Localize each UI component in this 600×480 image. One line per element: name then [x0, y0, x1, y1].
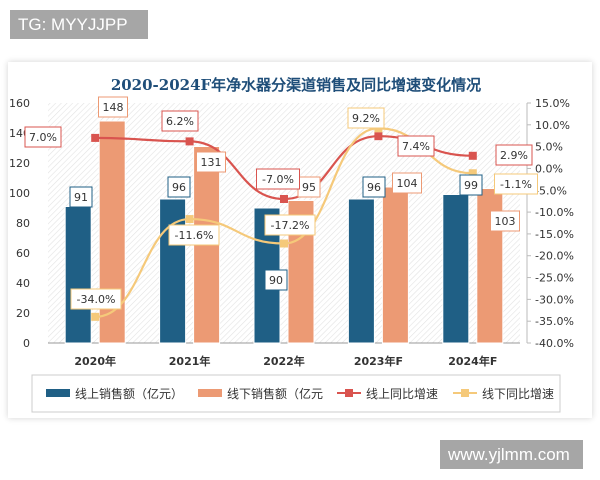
online-growth-data-label: -7.0%	[262, 173, 294, 186]
online-growth-data-label-box	[256, 168, 300, 190]
offline-sales-data-label-box	[196, 151, 226, 173]
online-growth-data-label: 7.0%	[29, 131, 57, 144]
left-axis-tick-label: 40	[16, 277, 30, 290]
legend-label: 线下同比增速	[482, 387, 554, 401]
online-sales-bar	[64, 206, 92, 344]
online-sales-data-label: 96	[367, 181, 381, 194]
right-axis-tick-label: -30.0%	[535, 293, 574, 306]
online-growth-data-label: 7.4%	[402, 140, 430, 153]
right-axis-tick-label: -5.0%	[535, 184, 567, 197]
offline-growth-data-label-box	[347, 107, 385, 129]
online-sales-data-label: 91	[74, 191, 88, 204]
online-sales-data-label-box	[459, 174, 483, 196]
right-axis-tick-label: 5.0%	[535, 141, 563, 154]
offline-sales-data-label: 131	[201, 156, 222, 169]
right-axis-tick-label: -25.0%	[535, 272, 574, 285]
left-axis-tick-label: 160	[9, 97, 30, 110]
x-axis-tick-label: 2023年F	[354, 354, 403, 368]
online-growth-marker	[374, 132, 383, 141]
online-sales-data-label: 96	[172, 181, 186, 194]
offline-growth-marker	[280, 239, 288, 248]
online-growth-data-label-box	[397, 135, 435, 157]
online-sales-data-label: 90	[269, 274, 283, 287]
x-axis-tick-label: 2022年	[263, 354, 305, 368]
offline-sales-data-label-box	[392, 172, 422, 194]
offline-growth-data-label: 9.2%	[352, 112, 380, 125]
left-axis-tick-label: 0	[23, 337, 30, 350]
offline-growth-marker	[91, 312, 100, 321]
offline-growth-data-label: -17.2%	[271, 219, 310, 232]
left-axis-tick-label: 80	[16, 217, 30, 230]
legend-swatch	[198, 389, 222, 397]
online-sales-data-label-box	[264, 269, 288, 291]
online-growth-data-label-box	[24, 126, 62, 148]
online-growth-marker	[280, 195, 288, 203]
left-axis-tick-label: 100	[9, 187, 30, 200]
offline-sales-data-label: 95	[302, 181, 316, 194]
offline-growth-data-label: -11.6%	[175, 229, 214, 242]
offline-growth-marker	[468, 169, 477, 178]
legend-label: 线下销售额（亿元	[227, 386, 323, 401]
online-sales-bar	[347, 198, 375, 344]
watermark-top-left: TG: MYYJJPP	[10, 10, 148, 39]
offline-sales-bar	[98, 120, 126, 344]
offline-growth-data-label-box	[264, 214, 316, 236]
offline-growth-data-label-box	[168, 224, 220, 246]
offline-sales-data-label: 103	[495, 215, 516, 228]
offline-growth-marker	[185, 215, 194, 224]
right-axis-tick-label: 15.0%	[535, 97, 570, 110]
right-axis-tick-label: -10.0%	[535, 206, 574, 219]
left-axis-tick-label: 120	[9, 157, 30, 170]
online-sales-data-label: 99	[464, 179, 478, 192]
offline-growth-data-label: -34.0%	[77, 293, 116, 306]
online-sales-bar	[442, 194, 470, 344]
right-axis-tick-label: 0.0%	[535, 162, 563, 175]
online-growth-marker	[185, 137, 194, 146]
right-axis-tick-label: -35.0%	[535, 315, 574, 328]
legend-label: 线上销售额（亿元）	[75, 386, 183, 401]
online-sales-data-label-box	[69, 186, 93, 208]
offline-growth-data-label: -1.1%	[500, 178, 532, 191]
online-sales-data-label-box	[362, 176, 386, 198]
right-axis-tick-label: -20.0%	[535, 250, 574, 263]
right-axis-tick-label: -40.0%	[535, 337, 574, 350]
left-axis-tick-label: 20	[16, 307, 30, 320]
offline-growth-data-label-box	[494, 173, 538, 195]
online-sales-data-label-box	[167, 176, 191, 198]
offline-sales-data-label: 104	[397, 177, 418, 190]
left-axis-tick-label: 60	[16, 247, 30, 260]
watermark-bottom-right: www.yjlmm.com	[440, 440, 583, 469]
offline-sales-data-label-box	[490, 210, 520, 232]
offline-sales-data-label: 148	[103, 101, 124, 114]
right-axis-tick-label: -15.0%	[535, 228, 574, 241]
x-axis-tick-label: 2021年	[169, 354, 211, 368]
x-axis-tick-label: 2024年F	[448, 354, 497, 368]
legend-swatch-marker	[345, 389, 353, 397]
offline-sales-bar	[381, 186, 409, 344]
online-growth-marker	[468, 151, 477, 160]
legend-label: 线上同比增速	[366, 387, 438, 401]
right-axis-tick-label: 10.0%	[535, 119, 570, 132]
x-axis-tick-label: 2020年	[74, 354, 116, 368]
online-growth-data-label: 6.2%	[166, 115, 194, 128]
offline-growth-data-label-box	[70, 288, 122, 310]
online-growth-data-label: 2.9%	[500, 149, 528, 162]
offline-sales-data-label-box	[98, 96, 128, 118]
legend-swatch	[46, 389, 70, 397]
online-growth-data-label-box	[161, 110, 199, 132]
online-growth-marker	[91, 133, 100, 142]
chart-title: 2020-2024F年净水器分渠道销售及同比增速变化情况	[111, 76, 481, 94]
online-growth-data-label-box	[495, 144, 533, 166]
legend-swatch-marker	[461, 389, 469, 397]
